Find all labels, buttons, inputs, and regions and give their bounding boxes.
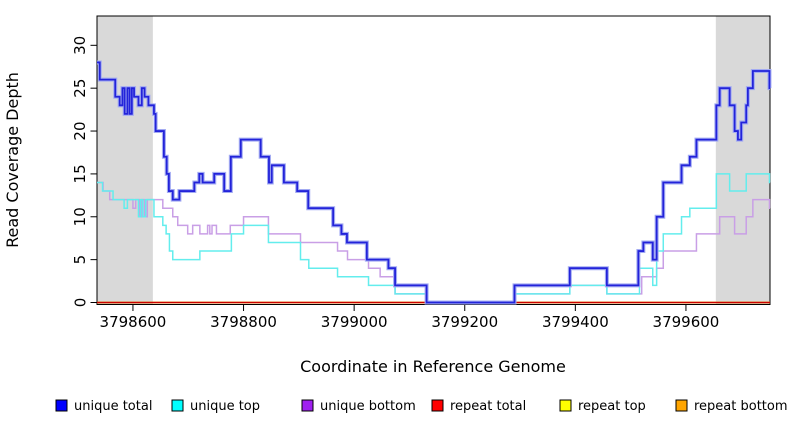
masked-region-left: [97, 16, 153, 305]
legend-item-unique-bottom: unique bottom: [301, 399, 416, 414]
unique-bottom-legend-label: unique bottom: [320, 399, 416, 414]
y-axis-title: Read Coverage Depth: [3, 72, 22, 248]
unique-bottom-legend-swatch-icon: [301, 399, 314, 412]
unique-top-legend-swatch-icon: [171, 399, 184, 412]
legend-item-repeat-top: repeat top: [559, 399, 646, 414]
y-tick-label: 20: [71, 121, 89, 140]
x-tick-label: 3799200: [431, 313, 498, 331]
x-tick-label: 3798800: [210, 313, 277, 331]
repeat-bottom-legend-label: repeat bottom: [694, 399, 788, 414]
plot-box: [96, 15, 771, 305]
x-tick-label: 3799000: [321, 313, 388, 331]
x-tick-label: 3798600: [100, 313, 167, 331]
x-axis-title: Coordinate in Reference Genome: [300, 357, 566, 376]
legend-item-repeat-total: repeat total: [431, 399, 526, 414]
unique-total-line: [97, 61, 771, 304]
repeat-total-legend-label: repeat total: [450, 399, 526, 414]
y-tick-label: 5: [71, 255, 89, 265]
legend-item-repeat-bottom: repeat bottom: [675, 399, 788, 414]
y-tick-label: 0: [71, 298, 89, 308]
unique-top-line: [97, 173, 771, 304]
repeat-top-legend-swatch-icon: [559, 399, 572, 412]
unique-total-legend-swatch-icon: [55, 399, 68, 412]
repeat-top-legend-label: repeat top: [578, 399, 646, 414]
repeat-total-legend-swatch-icon: [431, 399, 444, 412]
x-tick-label: 3799400: [542, 313, 609, 331]
unique-total-legend-label: unique total: [74, 399, 152, 414]
unique-bottom-line: [97, 181, 771, 304]
unique-top-legend-label: unique top: [190, 399, 260, 414]
chart-legend: unique total unique top unique bottom repea…: [55, 399, 788, 414]
legend-item-unique-top: unique top: [171, 399, 260, 414]
plot-area: 0 5 10 15 20 25 30 3798600 3798800 3799000 3799200…: [71, 15, 772, 331]
masked-region-right: [715, 16, 770, 305]
y-tick-label: 10: [71, 207, 89, 226]
y-tick-label: 15: [71, 164, 89, 183]
repeat-bottom-legend-swatch-icon: [675, 399, 688, 412]
y-tick-label: 30: [71, 36, 89, 55]
legend-item-unique-total: unique total: [55, 399, 152, 414]
y-tick-label: 25: [71, 79, 89, 98]
x-tick-label: 3799600: [653, 313, 720, 331]
